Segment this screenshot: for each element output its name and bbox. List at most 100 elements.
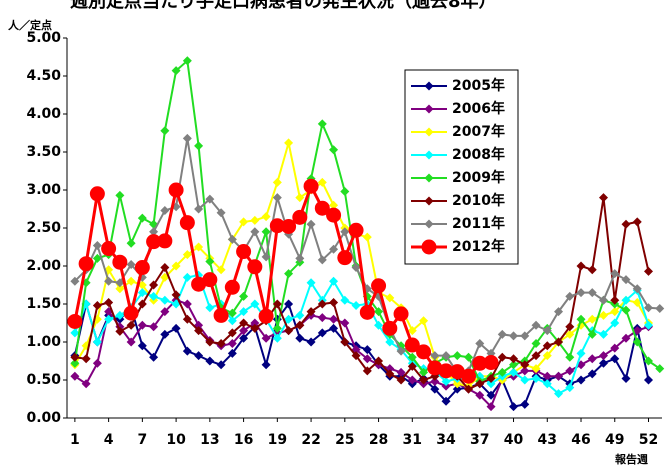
data-point [430,351,440,361]
data-point [520,399,530,409]
data-point [362,232,372,242]
data-point [137,320,147,330]
data-point [92,301,102,311]
data-point [112,254,128,270]
data-point [542,341,552,351]
data-point [171,290,181,300]
data-point [449,364,465,380]
legend-label: 2006年 [452,100,505,117]
data-point [149,227,159,237]
data-point [227,234,237,244]
data-point [171,261,181,271]
data-point [78,256,94,272]
legend-label: 2008年 [452,146,505,163]
data-point [441,351,451,361]
x-tick-label: 43 [538,432,557,448]
data-point [216,339,226,349]
data-point [205,303,215,313]
data-point [452,379,462,389]
chart-title: 週別定点当たり手足口病患者の発生状況（過去8年） [70,0,497,12]
legend-label: 2012年 [452,238,505,255]
y-tick-label: 5.00 [26,30,61,46]
x-tick-label: 7 [137,432,147,448]
data-point [587,265,597,275]
data-point [576,348,586,358]
data-point [272,177,282,187]
data-point [472,355,488,371]
data-point [295,333,305,343]
x-axis-label: 報告週 [615,452,648,466]
y-tick-label: 4.50 [26,68,61,84]
data-point [419,367,429,377]
data-point [171,66,181,76]
legend-label: 2005年 [452,77,505,94]
data-point [239,318,249,328]
legend-label: 2011年 [452,215,505,232]
data-point [284,138,294,148]
data-point [182,346,192,356]
data-point [317,177,327,187]
legend-marker [424,127,434,137]
data-point [441,381,451,391]
data-point [137,341,147,351]
data-point [340,318,350,328]
data-point [272,299,282,309]
data-point [565,383,575,393]
data-point [587,314,597,324]
x-tick-label: 1 [70,432,80,448]
data-point [224,279,240,295]
data-point [587,369,597,379]
data-point [306,337,316,347]
data-point [179,215,195,231]
data-point [250,227,260,237]
data-point [149,280,159,290]
data-point [351,351,361,361]
data-point [486,390,496,400]
data-point [576,288,586,298]
data-point [104,297,114,307]
data-point [599,310,609,320]
data-point [115,190,125,200]
data-point [295,310,305,320]
data-point [486,402,496,412]
data-point [92,240,102,250]
data-point [205,256,215,266]
legend-marker [424,150,434,160]
legend-marker [424,173,434,183]
data-point [115,326,125,336]
data-point [531,373,541,383]
data-point [407,361,417,371]
data-point [292,209,308,225]
data-point [160,206,170,216]
data-point [205,356,215,366]
data-point [587,288,597,298]
data-point [134,260,150,276]
data-point [531,320,541,330]
data-point [205,194,215,204]
data-point [531,364,541,374]
x-tick-label: 4 [104,432,114,448]
data-point [92,253,102,263]
data-point [269,218,285,234]
data-point [644,303,654,313]
data-point [182,56,192,66]
data-point [396,367,406,377]
data-point [565,322,575,332]
data-point [452,351,462,361]
data-point [149,322,159,332]
data-point [250,215,260,225]
data-point [565,291,575,301]
data-point [441,396,451,406]
data-point [362,366,372,376]
data-point [587,354,597,364]
data-point [340,295,350,305]
data-point [236,244,252,260]
data-point [194,242,204,252]
data-point [520,366,530,376]
data-point [599,193,609,203]
data-point [182,133,192,143]
data-point [160,263,170,273]
data-point [509,360,519,370]
data-point [329,297,339,307]
data-point [213,307,229,323]
